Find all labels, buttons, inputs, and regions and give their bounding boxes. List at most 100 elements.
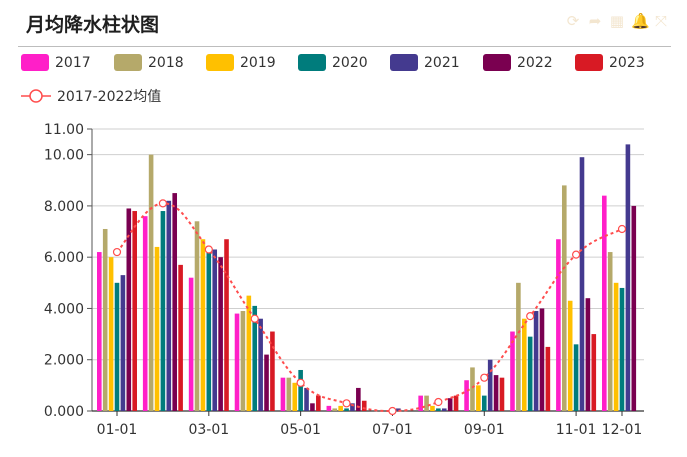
x-tick-label: 05-01 xyxy=(280,422,321,438)
restore-icon[interactable]: ⟳ xyxy=(566,12,580,30)
bar-2021-10-01 xyxy=(533,311,539,411)
bar-2021-01-01 xyxy=(120,275,126,411)
bar-2020-04-01 xyxy=(252,305,258,411)
bar-2021-09-01 xyxy=(487,359,493,411)
bar-2019-05-01 xyxy=(292,382,298,411)
mean-point-01-01 xyxy=(112,247,122,257)
legend-label-2021: 2021 xyxy=(424,55,460,71)
bar-2018-06-01 xyxy=(332,408,338,411)
legend-swatch-2019 xyxy=(206,54,234,71)
bar-2021-05-01 xyxy=(304,387,309,411)
mean-point-07-01 xyxy=(388,406,397,416)
mean-point-06-01 xyxy=(342,399,351,408)
y-tick-label: 10.00 xyxy=(44,148,84,164)
bar-2022-01-01 xyxy=(126,208,132,411)
bar-2021-12-01 xyxy=(625,144,631,411)
y-tick-label: 2.000 xyxy=(44,353,84,369)
bar-2018-11-01 xyxy=(561,185,567,411)
bar-2018-02-01 xyxy=(148,154,154,412)
bar-2020-05-01 xyxy=(298,369,303,411)
bar-2019-06-01 xyxy=(338,405,343,411)
mean-point-10-01 xyxy=(526,312,535,321)
y-tick-label: 4.000 xyxy=(44,301,84,317)
bar-2019-11-01 xyxy=(567,300,573,411)
bar-2019-01-01 xyxy=(108,257,114,411)
bar-2023-05-01 xyxy=(316,395,321,411)
bar-2019-09-01 xyxy=(476,385,481,411)
legend-label-2023: 2023 xyxy=(609,55,645,71)
mean-point-03-01 xyxy=(204,245,213,254)
bar-2018-09-01 xyxy=(470,367,475,411)
mean-point-04-01 xyxy=(250,314,259,323)
bar-2022-04-01 xyxy=(264,354,269,411)
y-tick-label: 0.000 xyxy=(44,404,84,420)
share-icon[interactable]: ➦ xyxy=(588,12,602,30)
bar-2017-03-01 xyxy=(188,277,194,411)
bar-2021-04-01 xyxy=(258,318,263,411)
bar-2022-06-01 xyxy=(356,387,361,411)
x-tick-label: 09-01 xyxy=(464,422,505,438)
legend-swatch-2021 xyxy=(390,54,418,71)
legend-label-2022: 2022 xyxy=(517,55,553,71)
chart-toolbar: ⟳ ➦ ▦ 🔔 ⤧ xyxy=(565,12,669,30)
bar-2018-01-01 xyxy=(102,228,108,411)
bar-2022-11-01 xyxy=(585,298,591,411)
bar-2017-08-01 xyxy=(418,395,423,411)
y-tick-label: 11.00 xyxy=(44,122,84,138)
mean-point-12-01 xyxy=(617,224,627,234)
bar-2018-03-01 xyxy=(194,221,200,411)
bar-2020-02-01 xyxy=(160,211,166,411)
y-tick-label: 6.000 xyxy=(44,250,84,266)
mean-point-08-01 xyxy=(434,397,443,407)
bar-2023-02-01 xyxy=(178,264,183,411)
bar-2023-03-01 xyxy=(224,239,229,411)
bar-2022-12-01 xyxy=(631,205,637,411)
legend-label-2017: 2017 xyxy=(55,55,91,71)
bar-2020-09-01 xyxy=(481,395,487,411)
bar-2021-02-01 xyxy=(166,200,172,411)
legend-label-mean: 2017-2022均值 xyxy=(57,89,161,105)
bar-2019-02-01 xyxy=(154,246,160,411)
bar-2020-03-01 xyxy=(206,252,212,411)
bar-2023-11-01 xyxy=(591,334,597,411)
bar-2023-01-01 xyxy=(132,211,137,411)
fullscreen-icon[interactable]: ⤧ xyxy=(654,12,667,30)
mean-point-09-01 xyxy=(480,373,489,382)
legend-label-2019: 2019 xyxy=(240,55,276,71)
chart-header: 月均降水柱状图 ⟳ ➦ ▦ 🔔 ⤧ xyxy=(0,0,687,47)
bar-2023-09-01 xyxy=(499,377,505,411)
legend-swatch-2017 xyxy=(21,54,49,71)
legend-label-2018: 2018 xyxy=(148,55,184,71)
mean-point-05-01 xyxy=(296,378,305,387)
bar-2017-01-01 xyxy=(97,252,102,411)
x-tick-label: 03-01 xyxy=(188,422,229,438)
legend-swatch-2020 xyxy=(298,54,326,71)
legend-line-marker xyxy=(29,89,43,103)
bar-2022-02-01 xyxy=(172,193,178,411)
mean-line xyxy=(116,202,623,413)
bar-2019-03-01 xyxy=(200,239,206,411)
bar-2020-08-01 xyxy=(436,408,441,411)
bar-2022-10-01 xyxy=(539,308,545,411)
bar-2018-08-01 xyxy=(424,395,429,411)
bar-2018-12-01 xyxy=(607,252,613,411)
bell-icon[interactable]: 🔔 xyxy=(631,12,650,30)
x-tick-label: 12-01 xyxy=(602,422,643,438)
bar-2017-04-01 xyxy=(234,313,240,411)
x-tick-label: 01-01 xyxy=(97,422,138,438)
bar-2017-10-01 xyxy=(510,331,515,411)
bar-2019-04-01 xyxy=(246,295,252,411)
save-image-icon[interactable]: ▦ xyxy=(609,12,625,30)
bar-2022-03-01 xyxy=(218,257,223,411)
bar-2023-06-01 xyxy=(361,400,367,411)
legend-swatch-2023 xyxy=(575,54,603,71)
chart-title: 月均降水柱状图 xyxy=(26,14,160,36)
bar-2017-06-01 xyxy=(326,405,332,411)
bar-2021-11-01 xyxy=(579,157,585,411)
bar-2021-07-01 xyxy=(396,408,401,411)
bar-2022-08-01 xyxy=(447,398,453,411)
bar-2020-11-01 xyxy=(573,344,579,411)
bar-2020-12-01 xyxy=(619,287,625,411)
mean-point-11-01 xyxy=(571,250,581,259)
